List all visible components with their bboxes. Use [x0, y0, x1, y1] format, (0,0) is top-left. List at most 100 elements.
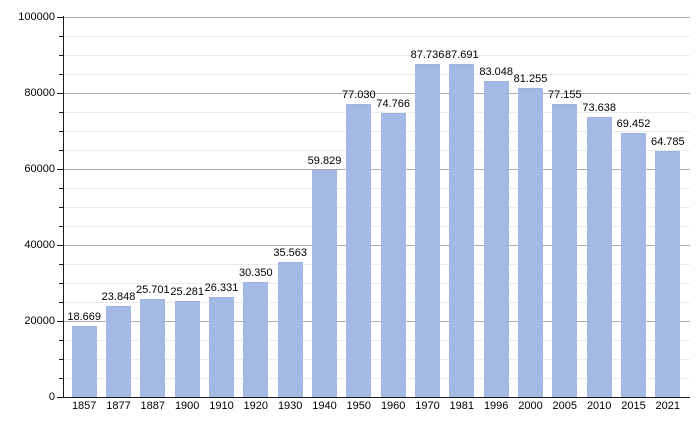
- bar-value-label: 74.766: [376, 98, 411, 110]
- bar-1960: [380, 113, 406, 397]
- y-tick-label: 40000: [24, 239, 55, 251]
- gridline-minor: [63, 226, 690, 227]
- y-tick-minor: [59, 264, 63, 265]
- bar-value-label: 83.048: [479, 66, 514, 78]
- bar-value-label: 69.452: [616, 118, 651, 130]
- y-tick-label: 20000: [24, 315, 55, 327]
- gridline-minor: [63, 74, 690, 75]
- bar-1857: [71, 326, 97, 397]
- x-tick-label: 1877: [106, 400, 131, 412]
- bar-1970: [415, 64, 440, 397]
- y-tick-major: [57, 93, 63, 94]
- gridline-major: [63, 169, 690, 170]
- y-tick-minor: [59, 283, 63, 284]
- gridline-major: [63, 245, 690, 246]
- y-tick-minor: [59, 36, 63, 37]
- y-tick-label: 60000: [24, 163, 55, 175]
- bar-value-label: 18.669: [67, 311, 102, 323]
- x-tick-label: 2005: [552, 400, 578, 412]
- x-tick-label: 1857: [71, 400, 97, 412]
- gridline-minor: [63, 340, 690, 341]
- bar-value-label: 25.701: [135, 284, 170, 296]
- gridline-minor: [63, 264, 690, 265]
- bar-1910: [209, 297, 234, 397]
- x-tick-label: 1970: [415, 400, 440, 412]
- bar-2000: [518, 88, 543, 397]
- y-tick-major: [57, 169, 63, 170]
- y-tick-major: [57, 245, 63, 246]
- gridline-minor: [63, 207, 690, 208]
- x-axis-line: [63, 397, 690, 398]
- gridline-major: [63, 321, 690, 322]
- gridline-minor: [63, 188, 690, 189]
- x-tick-label: 1981: [449, 400, 475, 412]
- x-tick-label: 1887: [140, 400, 166, 412]
- gridline-major: [63, 93, 690, 94]
- x-tick-label: 1996: [483, 400, 509, 412]
- bar-2010: [586, 117, 612, 397]
- bar-value-label: 35.563: [273, 247, 308, 259]
- y-tick-major: [57, 17, 63, 18]
- bar-value-label: 73.638: [582, 102, 617, 114]
- gridline-minor: [63, 359, 690, 360]
- gridline-minor: [63, 283, 690, 284]
- bar-value-label: 23.848: [101, 291, 136, 303]
- plot-area: 18.669 23.848 25.701 25.281 26.331 30.350 35.5…: [63, 17, 690, 397]
- bar-value-label: 81.255: [513, 73, 548, 85]
- bar-1930: [277, 262, 303, 397]
- bar-value-label: 77.155: [547, 89, 582, 101]
- x-tick-label: 1950: [346, 400, 372, 412]
- y-tick-minor: [59, 150, 63, 151]
- y-tick-major: [57, 397, 63, 398]
- bar-value-label: 30.350: [238, 267, 273, 279]
- y-tick-minor: [59, 207, 63, 208]
- bar-2005: [552, 104, 578, 397]
- y-tick-label: 80000: [24, 87, 55, 99]
- gridline-minor: [63, 112, 690, 113]
- bar-1877: [106, 306, 131, 397]
- y-axis-line: [63, 16, 64, 397]
- bar-1887: [140, 299, 166, 397]
- x-tick-label: 1910: [209, 400, 234, 412]
- bar-1900: [174, 301, 200, 397]
- bar-1996: [483, 81, 509, 397]
- x-tick-label: 2000: [518, 400, 543, 412]
- bar-2015: [621, 133, 646, 397]
- x-tick-label: 1930: [277, 400, 303, 412]
- y-tick-minor: [59, 55, 63, 56]
- gridline-minor: [63, 150, 690, 151]
- x-tick-label: 1900: [174, 400, 200, 412]
- y-tick-minor: [59, 226, 63, 227]
- y-tick-minor: [59, 340, 63, 341]
- bar-value-label: 77.030: [341, 89, 376, 101]
- gridline-minor: [63, 55, 690, 56]
- y-tick-minor: [59, 359, 63, 360]
- gridline-minor: [63, 131, 690, 132]
- bar-value-label: 25.281: [170, 286, 205, 298]
- bar-1950: [346, 104, 372, 397]
- bar-value-label: 59.829: [307, 155, 342, 167]
- bar-1940: [312, 170, 337, 397]
- x-tick-label: 1960: [380, 400, 406, 412]
- y-tick-label: 100000: [18, 11, 55, 23]
- y-tick-label: 0: [48, 391, 55, 403]
- y-tick-major: [57, 321, 63, 322]
- x-tick-label: 1920: [243, 400, 269, 412]
- x-tick-label: 2021: [655, 400, 681, 412]
- bar-2021: [655, 151, 681, 397]
- bar-value-label: 87.736: [410, 49, 445, 61]
- bar-value-label: 87.691: [444, 49, 479, 61]
- x-tick-label: 1940: [312, 400, 337, 412]
- y-tick-minor: [59, 302, 63, 303]
- bar-value-label: 64.785: [650, 136, 685, 148]
- x-tick-label: 2010: [586, 400, 612, 412]
- bar-1981: [449, 64, 475, 397]
- gridline-minor: [63, 378, 690, 379]
- bar-value-label: 26.331: [204, 282, 239, 294]
- bar-1920: [243, 282, 269, 397]
- y-tick-minor: [59, 131, 63, 132]
- gridline-minor: [63, 302, 690, 303]
- gridline-major: [63, 17, 690, 18]
- y-tick-minor: [59, 74, 63, 75]
